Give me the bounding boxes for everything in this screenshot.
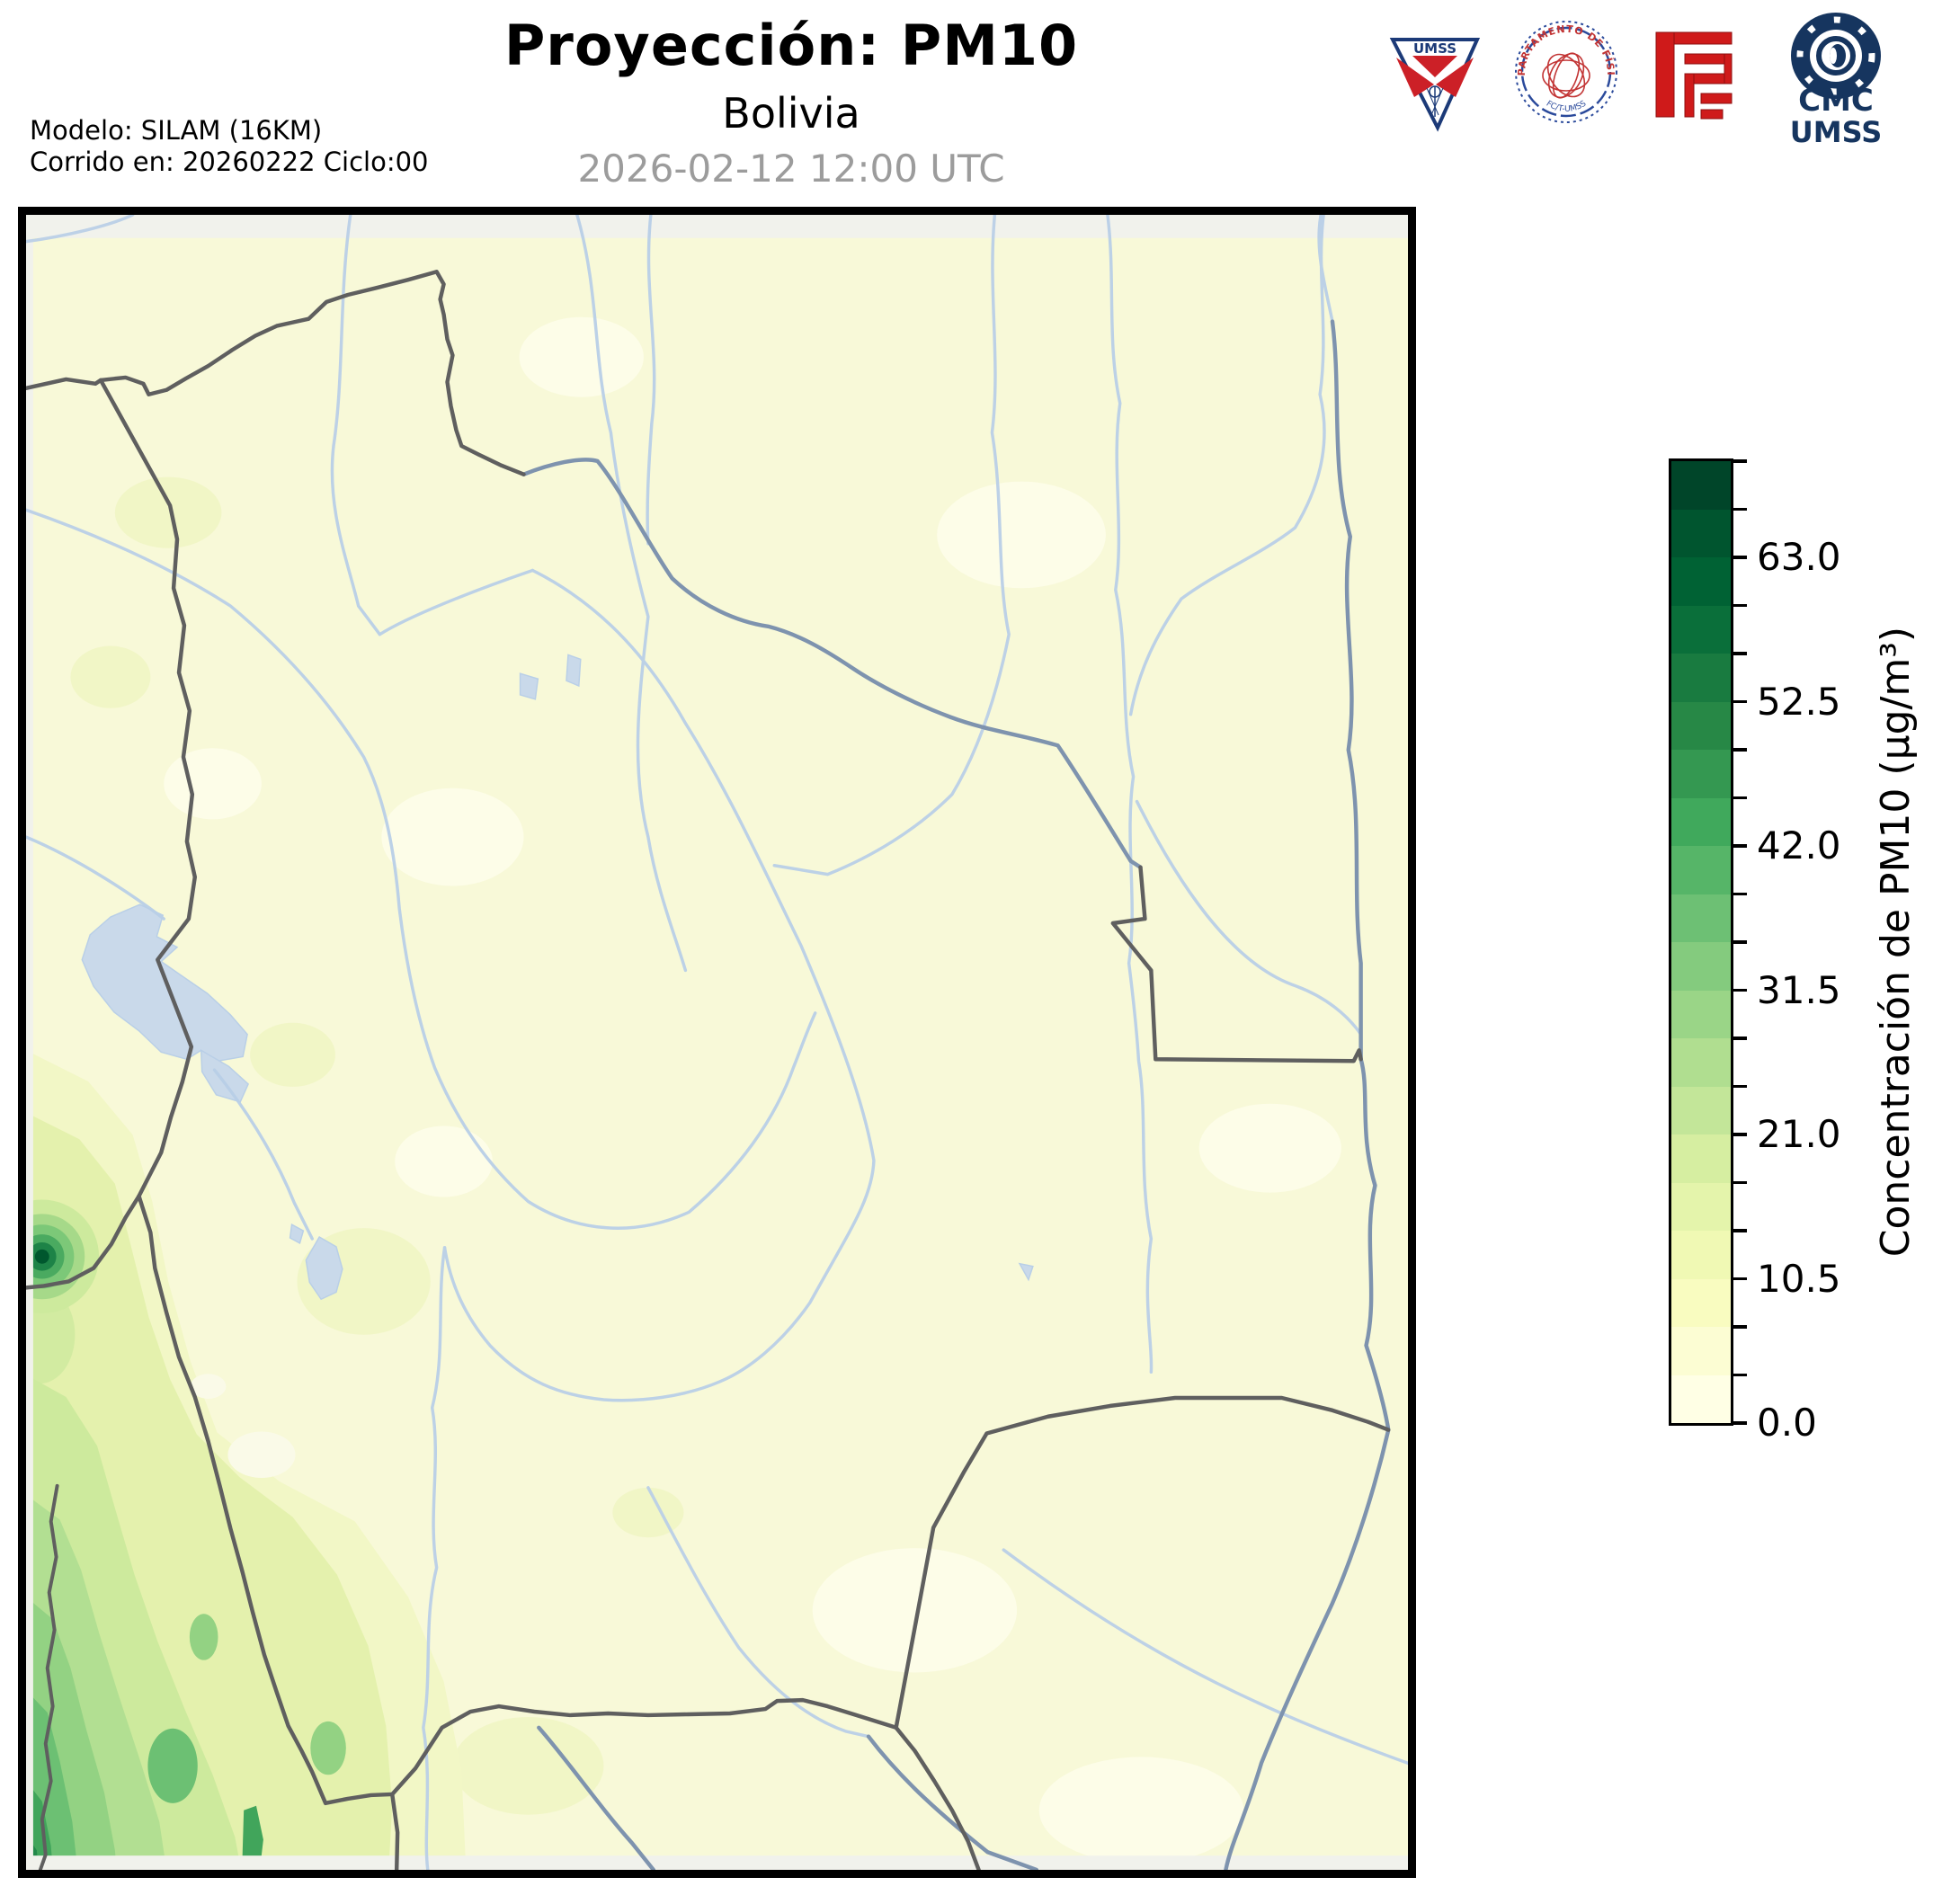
colorbar-tick xyxy=(1733,1421,1747,1425)
map-frame xyxy=(18,207,1416,1878)
page-title: Proyección: PM10 xyxy=(503,13,1079,78)
colorbar-tick xyxy=(1733,699,1747,704)
colorbar-segment xyxy=(1671,701,1731,750)
fcyt-red-logo-icon xyxy=(1655,31,1733,120)
lake-poopo xyxy=(305,1236,343,1301)
colorbar-tick-label: 10.5 xyxy=(1757,1256,1841,1301)
border-peru-chile xyxy=(26,1194,141,1290)
coastline-pacific xyxy=(38,1483,59,1870)
cmc-label: CMC xyxy=(1798,83,1874,119)
colorbar-tick xyxy=(1733,748,1747,752)
umss-pennant-logo-icon: UMSS xyxy=(1389,38,1481,132)
border-brazil-east xyxy=(1110,865,1363,1063)
colorbar-ticks: 0.0 10.5 21.0 31.5 42.0 52.5 63.0 xyxy=(1733,459,1841,1445)
colorbar-tick xyxy=(1733,1084,1747,1089)
colorbar-segment xyxy=(1671,1086,1731,1134)
umss-pennant-label: UMSS xyxy=(1413,40,1456,57)
header-center: Proyección: PM10 Bolivia 2026-02-12 12:0… xyxy=(90,0,1492,191)
colorbar-segment xyxy=(1671,750,1731,798)
colorbar-segment xyxy=(1671,461,1731,510)
border-peru xyxy=(98,378,198,1198)
colorbar-tick xyxy=(1733,1229,1747,1232)
colorbar-tick-label: 42.0 xyxy=(1757,823,1841,867)
border-paraguay-argentina xyxy=(894,1725,981,1870)
colorbar-segment xyxy=(1671,654,1731,702)
colorbar-segment xyxy=(1671,557,1731,606)
colorbar-tick xyxy=(1733,1037,1747,1040)
fisica-seal-bottom-text: FC/T-UMSS xyxy=(1545,99,1589,114)
colorbar-segment xyxy=(1671,846,1731,894)
colorbar-segment xyxy=(1671,509,1731,557)
colorbar-axis-title: Concentración de PM10 (µg/m³) xyxy=(1872,627,1919,1258)
colorbar-tick xyxy=(1733,507,1747,512)
colorbar-segment xyxy=(1671,942,1731,991)
pm10-hotspot xyxy=(26,1199,100,1384)
svg-text:FC/T-UMSS: FC/T-UMSS xyxy=(1545,99,1589,114)
colorbar-tick xyxy=(1733,796,1747,800)
colorbar-segment xyxy=(1671,990,1731,1038)
colorbar-tick xyxy=(1733,988,1747,992)
major-river-borders xyxy=(521,319,1391,1870)
colorbar: 0.0 10.5 21.0 31.5 42.0 52.5 63.0 xyxy=(1669,458,1841,1445)
region-subtitle: Bolivia xyxy=(722,89,860,138)
colorbar-gradient xyxy=(1669,458,1733,1426)
model-info: Modelo: SILAM (16KM) Corrido en: 2026022… xyxy=(30,115,429,178)
model-name-line: Modelo: SILAM (16KM) xyxy=(30,115,323,146)
valid-datetime: 2026-02-12 12:00 UTC xyxy=(577,147,1005,191)
colorbar-segment xyxy=(1671,605,1731,654)
colorbar-segment xyxy=(1671,1231,1731,1279)
colorbar-tick xyxy=(1733,652,1747,655)
colorbar-tick-label: 52.5 xyxy=(1757,679,1841,724)
cmc-umss-label: UMSS xyxy=(1790,115,1882,149)
model-domain-gray-bands xyxy=(26,215,1408,1870)
cmc-umss-logo-icon: CMC UMSS xyxy=(1790,13,1882,149)
colorbar-tick xyxy=(1733,1133,1747,1136)
border-argentina-south xyxy=(390,1792,400,1870)
colorbar-segment xyxy=(1671,1327,1731,1375)
colorbar-segment xyxy=(1671,1134,1731,1183)
colorbar-segment xyxy=(1671,894,1731,942)
colorbar-tick-label: 31.5 xyxy=(1757,967,1841,1012)
colorbar-tick-label: 21.0 xyxy=(1757,1112,1841,1156)
model-run-line: Corrido en: 20260222 Ciclo:00 xyxy=(30,147,429,177)
colorbar-tick xyxy=(1733,556,1747,559)
colorbar-tick xyxy=(1733,459,1747,463)
colorbar-tick-label: 0.0 xyxy=(1757,1401,1817,1445)
border-argentina xyxy=(390,1697,898,1797)
colorbar-tick xyxy=(1733,1277,1747,1281)
colorbar-segment xyxy=(1671,1278,1731,1327)
colorbar-tick-label: 63.0 xyxy=(1757,535,1841,579)
colorbar-tick xyxy=(1733,1373,1747,1377)
border-paraguay xyxy=(894,1395,1391,1731)
colorbar-segment xyxy=(1671,1182,1731,1231)
rivers xyxy=(26,215,1408,1870)
colorbar-tick xyxy=(1733,892,1747,896)
border-chile xyxy=(137,1194,395,1806)
colorbar-segment xyxy=(1671,1038,1731,1087)
colorbar-tick xyxy=(1733,1325,1747,1329)
country-borders xyxy=(26,270,1391,1870)
colorbar-tick xyxy=(1733,603,1747,608)
colorbar-tick xyxy=(1733,1180,1747,1185)
colorbar-segment xyxy=(1671,1375,1731,1423)
colorbar-segment xyxy=(1671,797,1731,846)
departamento-de-fisica-seal-icon: DEPARTAMENTO DE FÍSICA FC/T-UMSS xyxy=(1509,14,1617,123)
bolivia-map xyxy=(26,215,1408,1870)
border-peru-brazil-north xyxy=(26,270,526,476)
colorbar-tick xyxy=(1733,844,1747,848)
colorbar-tick xyxy=(1733,940,1747,944)
